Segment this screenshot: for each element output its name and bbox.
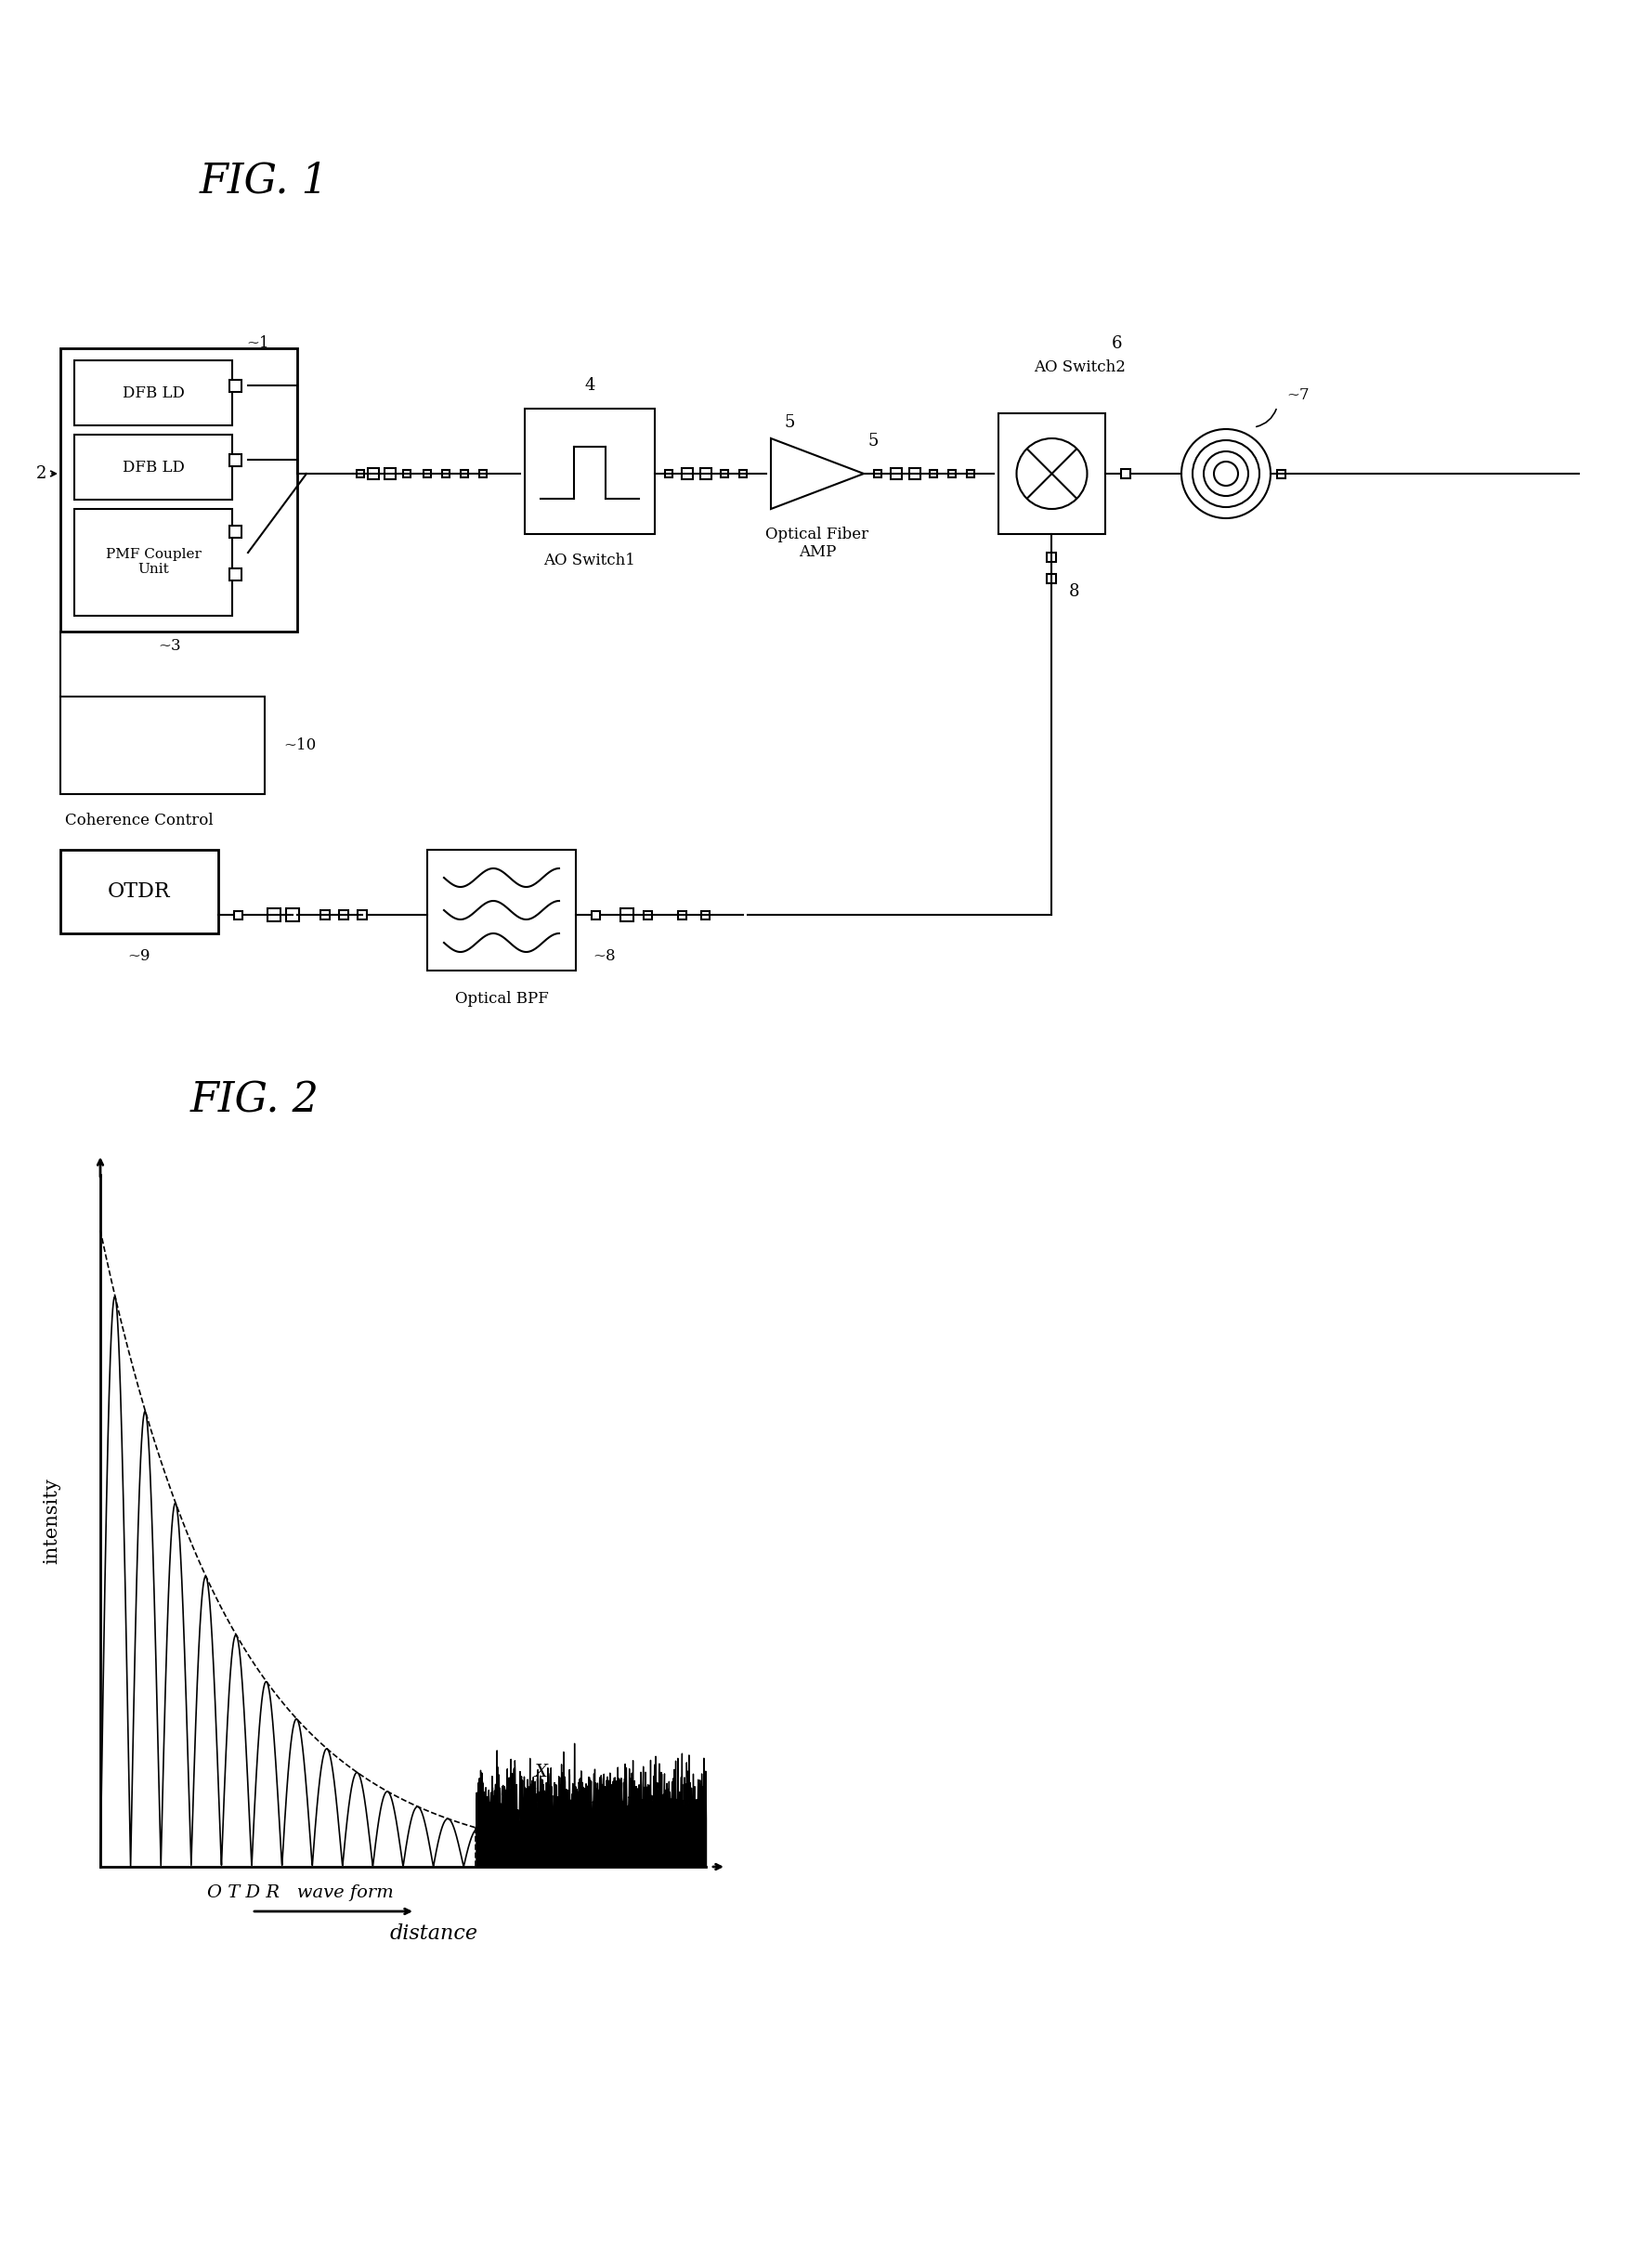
Bar: [699, 467, 711, 479]
Bar: [235, 912, 243, 919]
Text: ~7: ~7: [1286, 388, 1309, 404]
Bar: [998, 413, 1105, 533]
Bar: [357, 469, 363, 476]
Text: ~3: ~3: [158, 637, 181, 653]
Text: OTDR: OTDR: [108, 882, 171, 903]
Bar: [319, 909, 329, 919]
Bar: [285, 907, 298, 921]
Bar: [619, 907, 632, 921]
Bar: [230, 567, 241, 581]
Text: DFB LD: DFB LD: [122, 458, 184, 474]
Bar: [525, 408, 654, 533]
Bar: [967, 469, 973, 476]
Text: 4: 4: [584, 376, 595, 395]
Bar: [874, 469, 880, 476]
Text: 8: 8: [1068, 583, 1079, 601]
Text: 6: 6: [1112, 336, 1121, 352]
Text: Optical BPF: Optical BPF: [455, 991, 548, 1007]
Bar: [910, 467, 919, 479]
Bar: [929, 469, 937, 476]
Bar: [890, 467, 901, 479]
Bar: [644, 912, 652, 919]
Bar: [339, 909, 349, 919]
Bar: [460, 469, 468, 476]
Bar: [1276, 469, 1284, 479]
Text: FIG. 2: FIG. 2: [191, 1080, 319, 1120]
Bar: [720, 469, 727, 476]
Text: AO Switch2: AO Switch2: [1033, 358, 1125, 374]
Bar: [424, 469, 430, 476]
Bar: [403, 469, 411, 476]
Text: AO Switch1: AO Switch1: [543, 551, 636, 567]
Text: DFB LD: DFB LD: [122, 386, 184, 401]
Text: ~10: ~10: [284, 737, 316, 753]
Bar: [678, 912, 686, 919]
Text: ~9: ~9: [127, 948, 150, 964]
Bar: [701, 912, 709, 919]
Bar: [385, 467, 396, 479]
Text: ~1: ~1: [246, 336, 269, 352]
Bar: [665, 469, 672, 476]
Bar: [1046, 574, 1056, 583]
Bar: [230, 454, 241, 465]
Bar: [947, 469, 955, 476]
Text: distance: distance: [390, 1923, 478, 1944]
Bar: [681, 467, 693, 479]
Bar: [75, 361, 231, 426]
Bar: [1120, 469, 1130, 479]
Text: FIG. 1: FIG. 1: [199, 161, 329, 202]
Bar: [479, 469, 486, 476]
Bar: [442, 469, 450, 476]
Bar: [357, 909, 367, 919]
Text: 2: 2: [36, 465, 47, 483]
Text: X: X: [535, 1765, 548, 1780]
Text: 5: 5: [867, 433, 879, 449]
Text: PMF Coupler
Unit: PMF Coupler Unit: [106, 549, 200, 576]
Text: 5: 5: [784, 415, 794, 431]
Bar: [60, 349, 297, 631]
Bar: [368, 467, 378, 479]
Bar: [60, 850, 218, 934]
Bar: [738, 469, 747, 476]
Text: Coherence Control: Coherence Control: [65, 812, 214, 828]
Text: Optical Fiber
AMP: Optical Fiber AMP: [764, 526, 869, 560]
Bar: [75, 508, 231, 615]
Bar: [230, 379, 241, 392]
Bar: [1046, 553, 1056, 562]
Text: intensity: intensity: [42, 1479, 60, 1565]
Bar: [230, 526, 241, 538]
Bar: [60, 696, 264, 794]
Bar: [427, 850, 575, 971]
Bar: [267, 907, 280, 921]
Bar: [592, 912, 600, 919]
Bar: [75, 435, 231, 499]
Text: ~8: ~8: [592, 948, 615, 964]
Text: O T D R   wave form: O T D R wave form: [207, 1885, 393, 1901]
